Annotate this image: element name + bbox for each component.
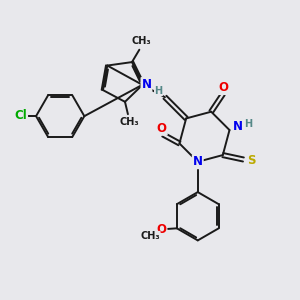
Text: N: N (233, 120, 243, 133)
Text: H: H (244, 118, 252, 129)
Text: H: H (154, 86, 163, 96)
Text: CH₃: CH₃ (140, 231, 160, 241)
Text: Cl: Cl (14, 109, 27, 122)
Text: S: S (248, 154, 256, 166)
Text: O: O (218, 81, 228, 94)
Text: N: N (141, 78, 152, 91)
Text: O: O (157, 122, 167, 135)
Text: O: O (156, 223, 166, 236)
Text: N: N (193, 155, 203, 168)
Text: CH₃: CH₃ (131, 37, 151, 46)
Text: CH₃: CH₃ (120, 117, 139, 128)
